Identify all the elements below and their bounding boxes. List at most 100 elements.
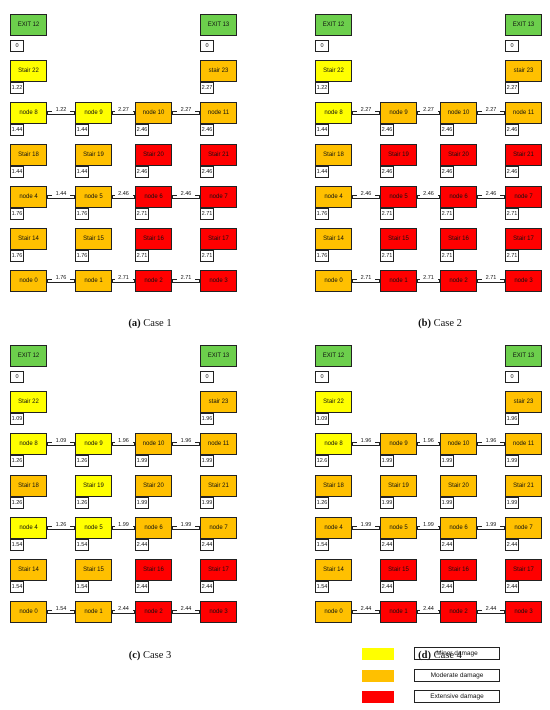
graph-node: Stair 21 (505, 144, 542, 166)
edge-weight: 2.71 (135, 250, 149, 262)
graph-node: Stair 20 (135, 144, 172, 166)
edge-weight: 1.26 (10, 455, 24, 467)
edge-weight: 2.27 (200, 82, 214, 94)
edge-weight: 2.46 (482, 189, 500, 198)
graph-node: stair 23 (505, 60, 542, 82)
edge-weight: 0 (200, 40, 214, 52)
graph-node: node 2 (440, 601, 477, 623)
edge-weight: 1.99 (135, 497, 149, 509)
edge-weight: 2.71 (177, 273, 195, 282)
edge-weight: 2.44 (357, 604, 375, 613)
graph-node: Stair 18 (315, 144, 352, 166)
legend-swatch (362, 670, 394, 682)
edge-weight: 2.44 (200, 539, 214, 551)
graph-node: node 5 (75, 517, 112, 539)
graph-node: node 5 (380, 186, 417, 208)
graph-node: Stair 22 (10, 391, 47, 413)
edge-weight: 1.99 (505, 497, 519, 509)
edge-weight: 12.6 (315, 455, 329, 467)
edge-weight: 1.99 (357, 520, 375, 529)
edge-weight: 2.46 (357, 189, 375, 198)
edge-weight: 2.44 (200, 581, 214, 593)
graph-node: node 7 (505, 517, 542, 539)
edge-weight: 1.54 (52, 604, 70, 613)
edge-weight: 1.22 (52, 105, 70, 114)
edge-weight: 2.27 (505, 82, 519, 94)
edge-weight: 2.71 (135, 208, 149, 220)
edge-weight: 2.46 (135, 124, 149, 136)
edge-weight: 1.96 (419, 436, 438, 445)
edge-weight: 1.96 (505, 413, 519, 425)
edge-weight: 1.54 (75, 581, 89, 593)
caption-letter: (b) (418, 318, 431, 329)
graph-node: EXIT 12 (10, 345, 47, 367)
edge-weight: 1.99 (200, 497, 214, 509)
graph-node: node 5 (380, 517, 417, 539)
edge-weight: 2.44 (505, 539, 519, 551)
graph-node: Stair 18 (10, 144, 47, 166)
graph-node: Stair 14 (10, 559, 47, 581)
edge-weight: 2.27 (177, 105, 195, 114)
graph-node: Stair 16 (135, 559, 172, 581)
edge-weight: 1.96 (357, 436, 375, 445)
edge-weight: 2.27 (419, 105, 438, 114)
edge-weight: 1.99 (200, 455, 214, 467)
edge-weight: 2.44 (380, 581, 394, 593)
edge-weight: 1.99 (114, 520, 133, 529)
graph-node: Stair 19 (380, 144, 417, 166)
graph-node: Stair 18 (315, 475, 352, 497)
edge-weight: 1.09 (315, 413, 329, 425)
edge-weight: 1.96 (177, 436, 195, 445)
edge-weight: 1.22 (315, 82, 329, 94)
edge-weight: 1.54 (10, 581, 24, 593)
edge-weight: 2.46 (419, 189, 438, 198)
graph-node: Stair 19 (75, 475, 112, 497)
graph-node: node 8 (10, 102, 47, 124)
edge-weight: 2.27 (357, 105, 375, 114)
graph-node: EXIT 13 (505, 14, 542, 36)
edge-weight: 2.71 (357, 273, 375, 282)
graph-node: node 10 (440, 102, 477, 124)
edge-weight: 2.44 (114, 604, 133, 613)
graph-node: EXIT 12 (315, 14, 352, 36)
graph-node: Stair 16 (440, 228, 477, 250)
edge-weight: 0 (315, 40, 329, 52)
edge-weight: 1.22 (10, 82, 24, 94)
edge-weight: 2.71 (380, 250, 394, 262)
graph-node: Stair 15 (380, 559, 417, 581)
edge-weight: 2.44 (380, 539, 394, 551)
graph-node: node 11 (505, 102, 542, 124)
caption-text: Case 1 (143, 318, 172, 329)
graph-node: Stair 15 (75, 559, 112, 581)
edge-weight: 1.99 (177, 520, 195, 529)
graph-node: node 4 (315, 517, 352, 539)
graph-node: EXIT 12 (10, 14, 47, 36)
graph-node: Stair 16 (135, 228, 172, 250)
edge-weight: 2.46 (200, 124, 214, 136)
edge-weight: 1.09 (52, 436, 70, 445)
edge-weight: 1.99 (440, 455, 454, 467)
edge-weight: 2.46 (505, 124, 519, 136)
edge-weight: 1.76 (10, 208, 24, 220)
edge-weight: 2.71 (440, 250, 454, 262)
edge-weight: 1.96 (200, 413, 214, 425)
legend-swatch (362, 691, 394, 703)
edge-weight: 1.76 (315, 208, 329, 220)
graph-node: Stair 17 (200, 228, 237, 250)
edge-weight: 1.96 (114, 436, 133, 445)
caption-text: Case 2 (433, 318, 462, 329)
graph-node: node 2 (135, 601, 172, 623)
graph-node: Stair 21 (505, 475, 542, 497)
graph-node: stair 23 (200, 60, 237, 82)
graph-node: node 11 (200, 433, 237, 455)
graph-node: Stair 20 (440, 144, 477, 166)
edge-weight: 2.44 (440, 581, 454, 593)
legend-label: Extensive damage (414, 690, 500, 703)
edge-weight: 2.46 (440, 124, 454, 136)
edge-weight: 2.71 (419, 273, 438, 282)
graph-node: Stair 14 (315, 559, 352, 581)
graph-node: Stair 15 (75, 228, 112, 250)
edge-weight: 1.44 (52, 189, 70, 198)
graph-node: node 0 (315, 270, 352, 292)
